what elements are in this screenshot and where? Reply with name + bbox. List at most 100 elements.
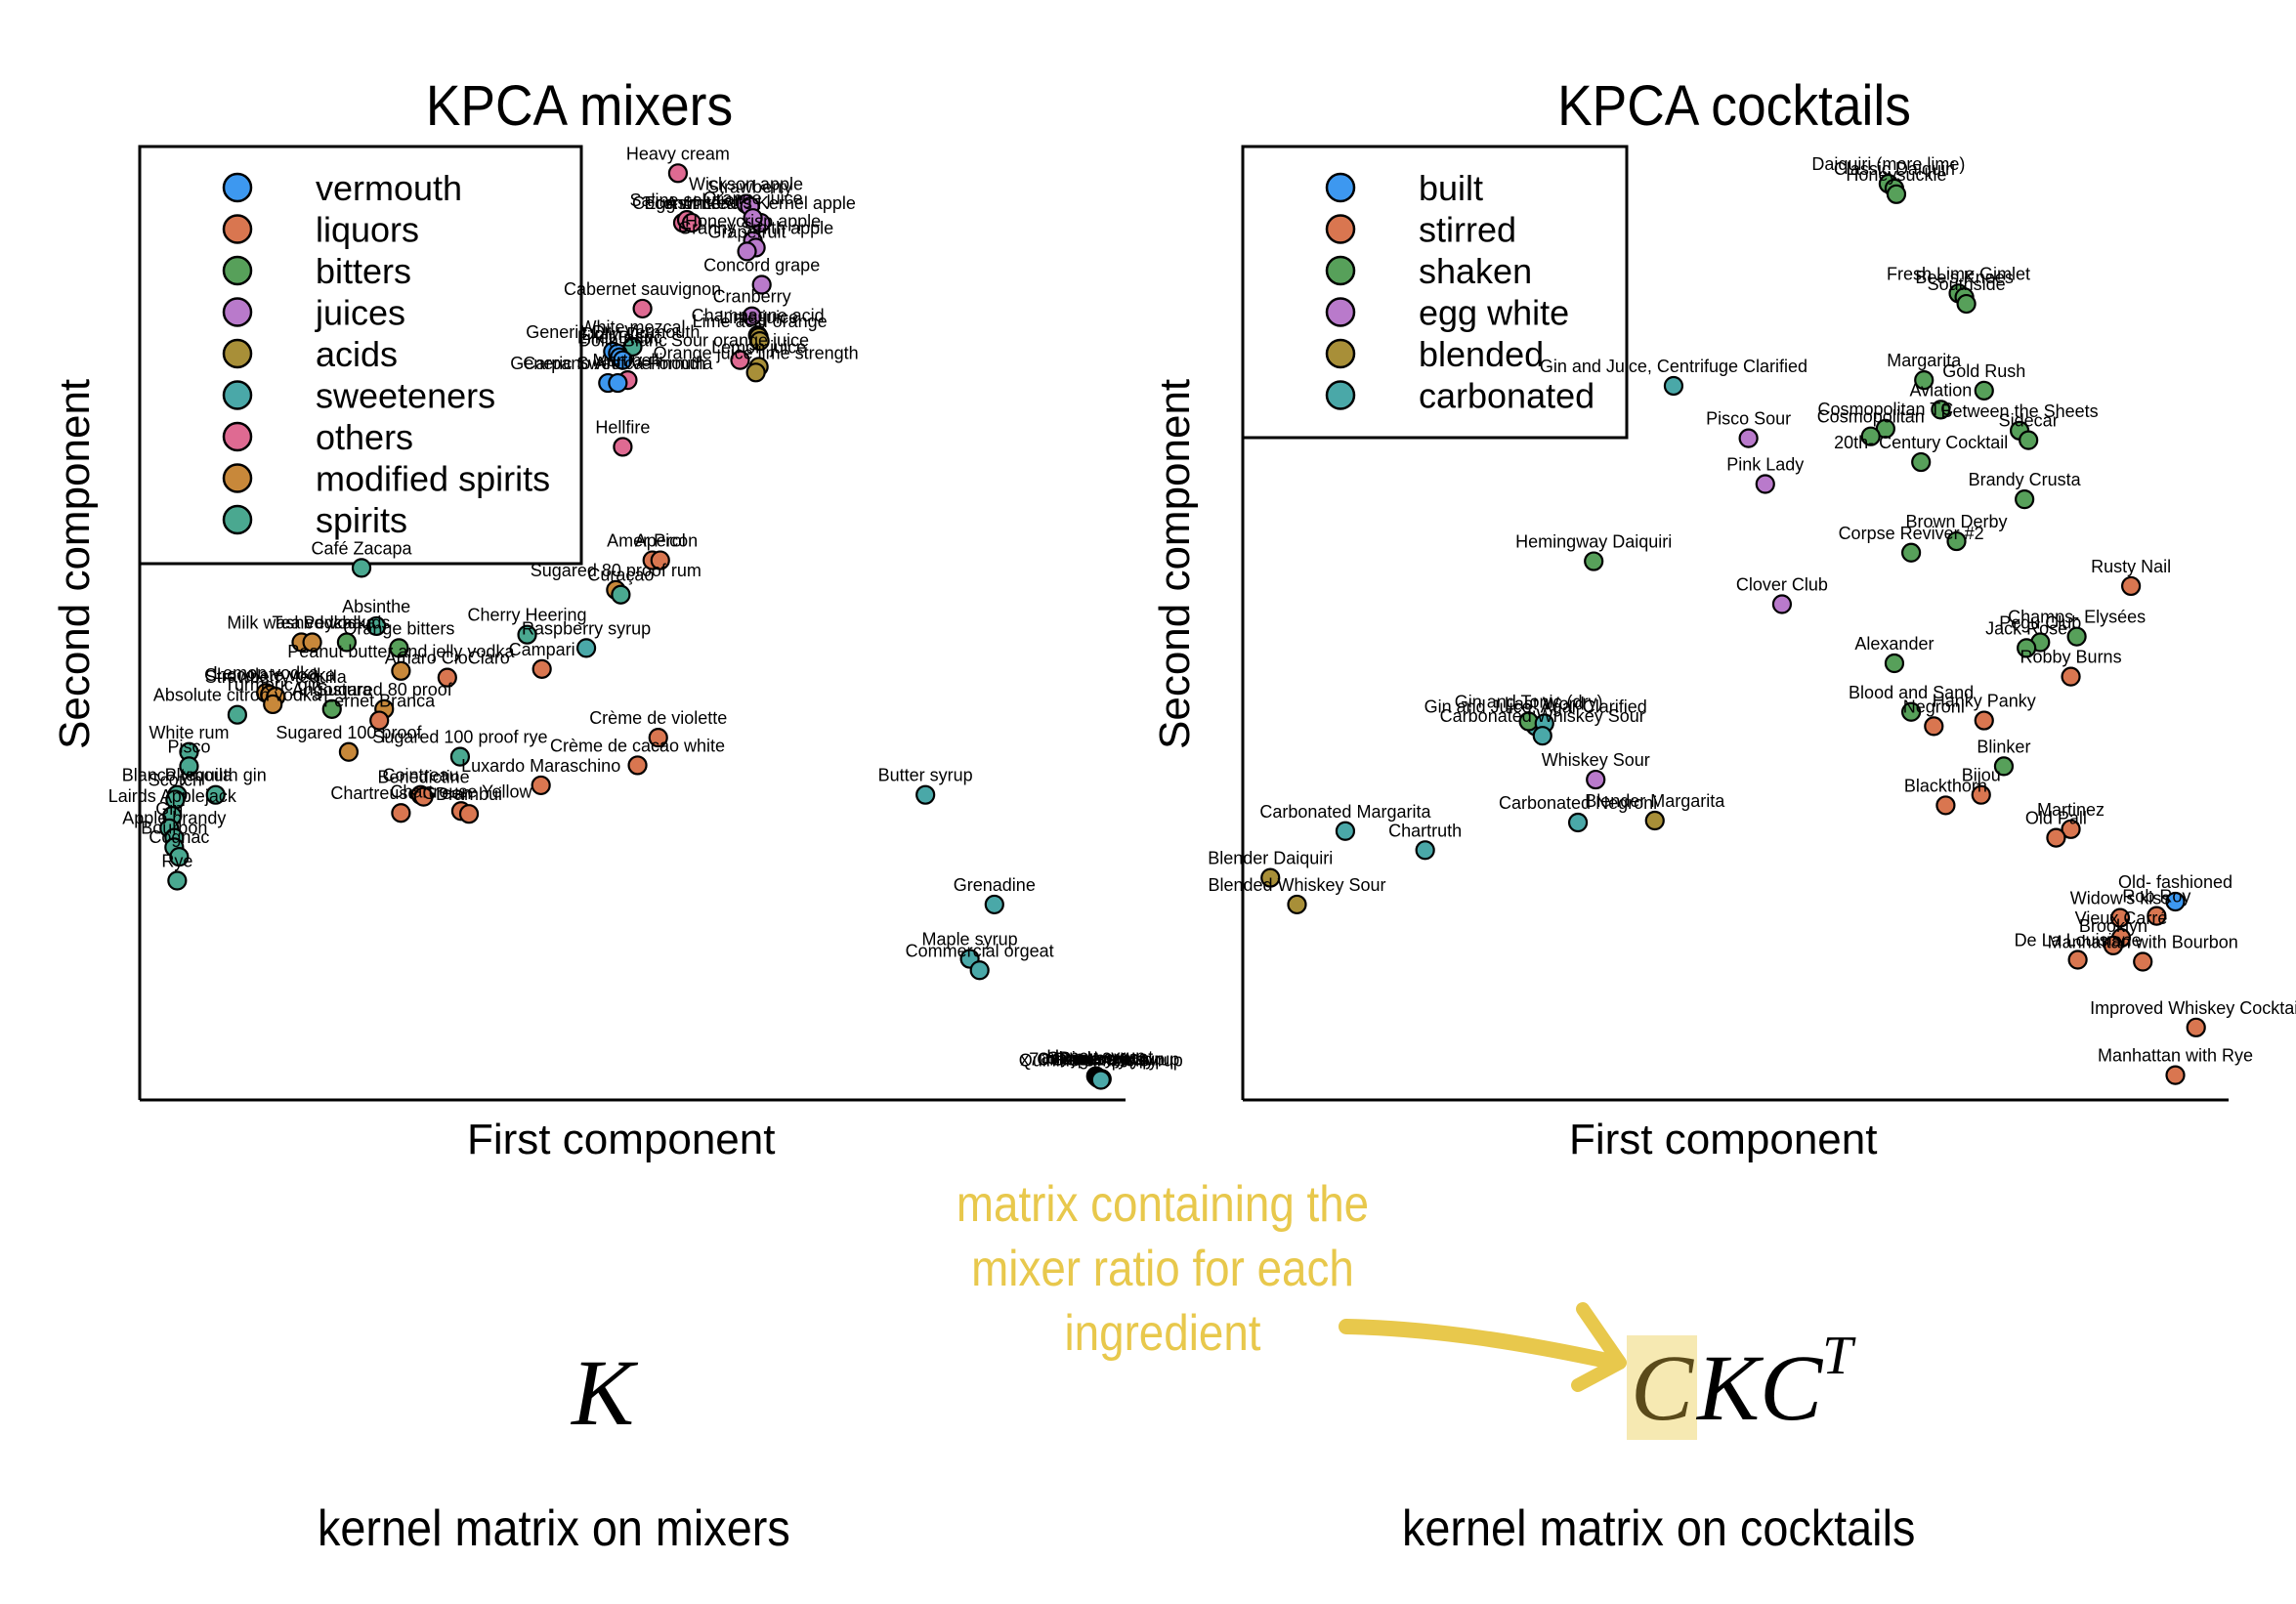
point-label: Southside <box>1928 274 2006 294</box>
point-marker <box>1586 769 1606 790</box>
point-label: Plymouth gin <box>165 766 267 785</box>
point-label: Campari <box>509 640 575 659</box>
point-label: Scotch <box>149 771 202 790</box>
point-marker <box>969 960 990 981</box>
data-point-clover-club: Clover Club <box>1736 574 1828 614</box>
data-point-brandy-crusta: Brandy Crusta <box>1969 470 2082 510</box>
point-label: Between the Sheets <box>1941 401 2099 421</box>
point-label: Luxardo Maraschino <box>461 756 620 776</box>
point-label: Cabernet sauvignon <box>564 279 721 299</box>
point-marker <box>369 710 390 731</box>
point-marker <box>351 558 372 578</box>
point-marker <box>1755 474 1775 494</box>
point-label: Widow's kiss <box>2070 889 2170 908</box>
point-marker <box>730 350 750 370</box>
data-point-angostura: Angostura <box>292 680 373 719</box>
formula-KC: KC <box>1697 1335 1823 1440</box>
point-marker <box>1860 426 1881 446</box>
point-label: Chartreuse Yellow <box>390 781 532 801</box>
data-point-cherry-heering: Cherry Heering <box>468 606 587 645</box>
point-label: any nut orgeat <box>1041 1048 1153 1068</box>
point-label: Peychauds <box>303 613 390 633</box>
point-label: Blood and Sand <box>1849 683 1974 702</box>
point-label: Tea vodka <box>273 613 354 633</box>
point-label: Sidecar <box>1999 411 2059 431</box>
point-marker <box>2019 430 2039 450</box>
point-label: Butter syrup <box>878 766 973 785</box>
data-point-sugared-100-proof-rye: Sugared 100 proof rye <box>372 728 547 767</box>
data-point-grapefruit: Grapefruit <box>708 222 787 262</box>
data-point-brooklyn: Brooklyn <box>2079 916 2147 955</box>
point-marker <box>1567 812 1589 833</box>
annotation-line-1: matrix containing the <box>956 1176 1370 1233</box>
point-marker <box>338 741 360 762</box>
data-point-cosmopolitan: Cosmopolitan <box>1817 407 1925 446</box>
legend-item-spirits: spirits <box>222 500 407 540</box>
point-marker <box>1287 894 1307 915</box>
caption-mixers: kernel matrix on mixers <box>318 1500 790 1557</box>
point-label: Blanco tequila <box>122 766 234 785</box>
point-marker <box>1644 810 1665 831</box>
point-label: Coconut cream <box>632 193 751 213</box>
point-marker <box>1884 653 1905 674</box>
legend-item-stirred: stirred <box>1325 210 1516 250</box>
point-marker <box>263 694 283 715</box>
legend-item-liquors: liquors <box>222 210 419 250</box>
point-marker <box>1260 867 1281 888</box>
data-point-gold-rush: Gold Rush <box>1942 361 2025 401</box>
legend-marker <box>1325 380 1356 410</box>
point-marker <box>413 786 434 807</box>
point-label: Jack Rose <box>1985 618 2067 638</box>
point-label: Carbonated Negroni <box>1499 793 1657 813</box>
point-marker <box>1974 380 1994 401</box>
point-marker <box>1415 840 1435 861</box>
legend-marker <box>1325 255 1356 286</box>
point-label: Apple brandy <box>122 809 226 828</box>
point-label: Daiquiri (more lime) <box>1811 154 1965 174</box>
point-marker <box>2165 891 2186 912</box>
point-marker <box>531 658 552 679</box>
point-marker <box>1532 726 1552 746</box>
point-label: Concord grape <box>703 256 820 275</box>
point-label: Brandy Crusta <box>1969 470 2082 489</box>
point-label: White mezcal <box>579 317 685 337</box>
data-point-peychauds: Peychauds <box>303 613 390 653</box>
point-label: Honey syrup <box>1046 1047 1145 1067</box>
point-label: Saline solution <box>629 190 744 210</box>
point-label: Martinelli <box>592 351 662 370</box>
legend-label: juices <box>315 293 405 333</box>
data-point-chartruth: Chartruth <box>1388 821 1462 861</box>
point-marker <box>2066 626 2087 647</box>
point-label: Honeysuckle <box>1846 165 1946 185</box>
data-point-coconut-cream: Coconut cream <box>632 193 751 233</box>
point-marker <box>742 306 762 326</box>
point-label: Pisco Sour <box>1706 409 1791 429</box>
point-marker <box>1974 710 1994 731</box>
legend-label: bitters <box>316 251 411 291</box>
point-label: Aviation <box>1910 380 1973 400</box>
data-point-whiskey-sour: Whiskey Sour <box>1542 750 1650 790</box>
data-point-old-pall: Old Pall <box>2025 809 2087 848</box>
point-label: Generic Dry Vermouth <box>526 322 700 342</box>
point-label: Sour orange juice <box>671 331 809 351</box>
data-point-orange-juice: Orange juice <box>703 189 803 229</box>
legend-marker <box>222 297 253 327</box>
data-point-alexander: Alexander <box>1854 634 1934 674</box>
point-label: Granny Smith apple <box>678 218 833 237</box>
data-point-hemingway-daiquiri: Hemingway Daiquiri <box>1515 532 1672 571</box>
data-point-peanut-butter-and-jelly-vodka: Peanut butter and jelly vodka <box>287 642 515 681</box>
point-label: Blackthorn <box>1904 776 1987 795</box>
point-marker <box>2061 666 2081 687</box>
data-point-carbonated-negroni: Carbonated Negroni <box>1499 793 1657 833</box>
point-label: Pisco <box>167 737 210 756</box>
point-label: Crème de cacao white <box>550 736 725 755</box>
data-point-bijou: Bijou <box>1962 766 2001 805</box>
data-point-champs-elys-es: Champs- Elysées <box>2008 608 2146 647</box>
arrow-shaft <box>1339 1319 1610 1368</box>
point-label: Bourbon <box>141 818 207 837</box>
point-label: Champs- Elysées <box>2008 608 2146 627</box>
data-point-absolute-citron-vodka: Absolute citron vodka <box>153 686 322 725</box>
point-label: Bijou <box>1962 766 2001 785</box>
annotation-line-3: ingredient <box>1064 1305 1261 1362</box>
